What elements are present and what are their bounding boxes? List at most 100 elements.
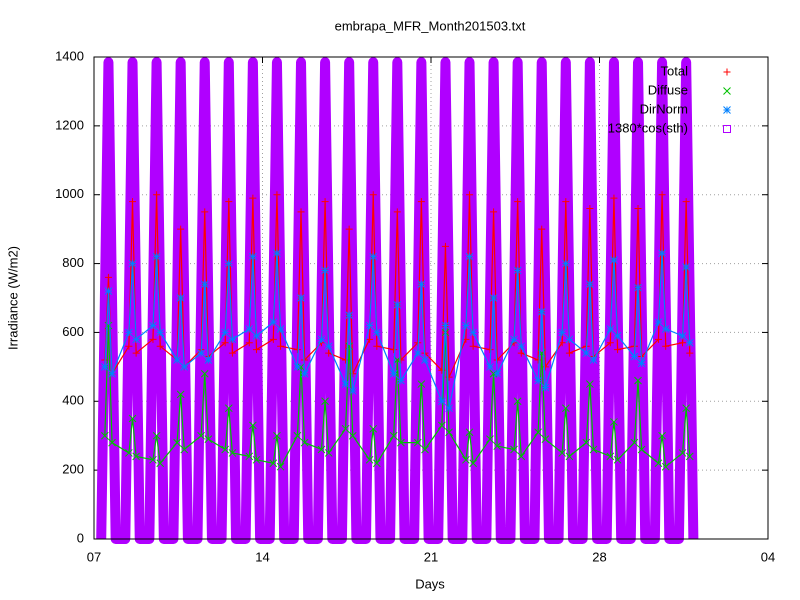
data-point [486, 435, 494, 444]
data-point [517, 349, 525, 357]
y-tick-label: 200 [62, 462, 84, 477]
data-point [417, 198, 425, 206]
data-point [685, 338, 694, 347]
data-point [630, 352, 639, 361]
data-point [149, 455, 157, 464]
data-point [201, 208, 209, 216]
data-point [369, 252, 378, 261]
data-point [369, 191, 377, 199]
data-point [634, 204, 642, 212]
legend-marker [723, 87, 731, 95]
data-point [125, 342, 133, 350]
data-point [614, 346, 622, 354]
data-point [486, 363, 494, 371]
data-point [565, 335, 574, 344]
data-point [293, 346, 301, 354]
data-point [100, 363, 109, 371]
data-point [678, 449, 687, 457]
data-point [658, 249, 666, 258]
data-point [517, 452, 526, 461]
data-point [561, 404, 570, 413]
data-point [462, 321, 470, 330]
data-point [469, 328, 477, 337]
data-point [417, 380, 426, 388]
data-point [221, 445, 230, 454]
data-point [245, 452, 254, 461]
data-point [245, 339, 253, 347]
data-point [493, 369, 502, 378]
x-tick-label: 21 [424, 549, 438, 564]
data-point [297, 363, 305, 371]
data-point [606, 339, 614, 347]
data-point [534, 428, 542, 437]
data-point [273, 431, 281, 440]
data-point [441, 321, 450, 330]
data-point [390, 346, 398, 354]
data-point [682, 198, 690, 206]
data-point [490, 208, 498, 216]
data-point [393, 301, 402, 309]
data-point [224, 259, 233, 268]
data-point [489, 369, 498, 378]
data-point [561, 259, 570, 268]
data-point [654, 459, 663, 468]
data-point [541, 435, 550, 444]
data-point [180, 363, 189, 371]
data-point [373, 342, 381, 350]
data-point [686, 349, 694, 357]
data-point [277, 342, 285, 350]
data-point [637, 359, 646, 368]
data-point [534, 376, 542, 385]
data-point [613, 455, 622, 464]
data-point [345, 311, 354, 320]
data-point [176, 294, 185, 302]
data-point [489, 294, 498, 302]
data-point [682, 404, 691, 413]
series-line [96, 57, 699, 544]
data-point [321, 397, 329, 406]
data-point [465, 252, 474, 261]
data-point [200, 280, 209, 289]
data-point [562, 198, 570, 206]
data-point [149, 335, 157, 343]
data-point [249, 194, 257, 202]
data-point [586, 204, 594, 212]
data-point [221, 339, 229, 347]
data-point [317, 335, 326, 344]
data-point [441, 242, 449, 250]
data-point [104, 287, 113, 295]
data-point [365, 321, 374, 330]
data-point [293, 363, 302, 371]
plot-frame [93, 56, 769, 540]
data-point [324, 449, 333, 457]
data-point [630, 438, 639, 447]
data-point [341, 380, 350, 388]
data-point [606, 452, 615, 461]
data-point [156, 459, 165, 468]
y-tick-label: 600 [62, 324, 84, 339]
data-point [366, 335, 374, 343]
data-point [317, 445, 326, 454]
data-point [297, 208, 305, 216]
data-point [173, 438, 181, 447]
data-point [437, 397, 446, 406]
data-point [276, 462, 285, 471]
y-tick-label: 1000 [55, 186, 84, 201]
data-point [517, 342, 526, 351]
data-point [534, 356, 542, 364]
data-point [613, 332, 622, 340]
data-point [252, 332, 261, 340]
data-point [513, 266, 522, 275]
data-point [369, 424, 378, 433]
data-point [273, 191, 281, 199]
data-point [197, 349, 205, 357]
data-point [558, 328, 567, 337]
data-point [348, 387, 357, 395]
data-point [132, 452, 140, 461]
data-point [661, 325, 670, 333]
data-point [654, 335, 662, 343]
data-point [156, 328, 165, 337]
legend-label: 1380*cos(sth) [608, 120, 688, 135]
data-point [397, 356, 405, 364]
data-point [662, 342, 670, 350]
